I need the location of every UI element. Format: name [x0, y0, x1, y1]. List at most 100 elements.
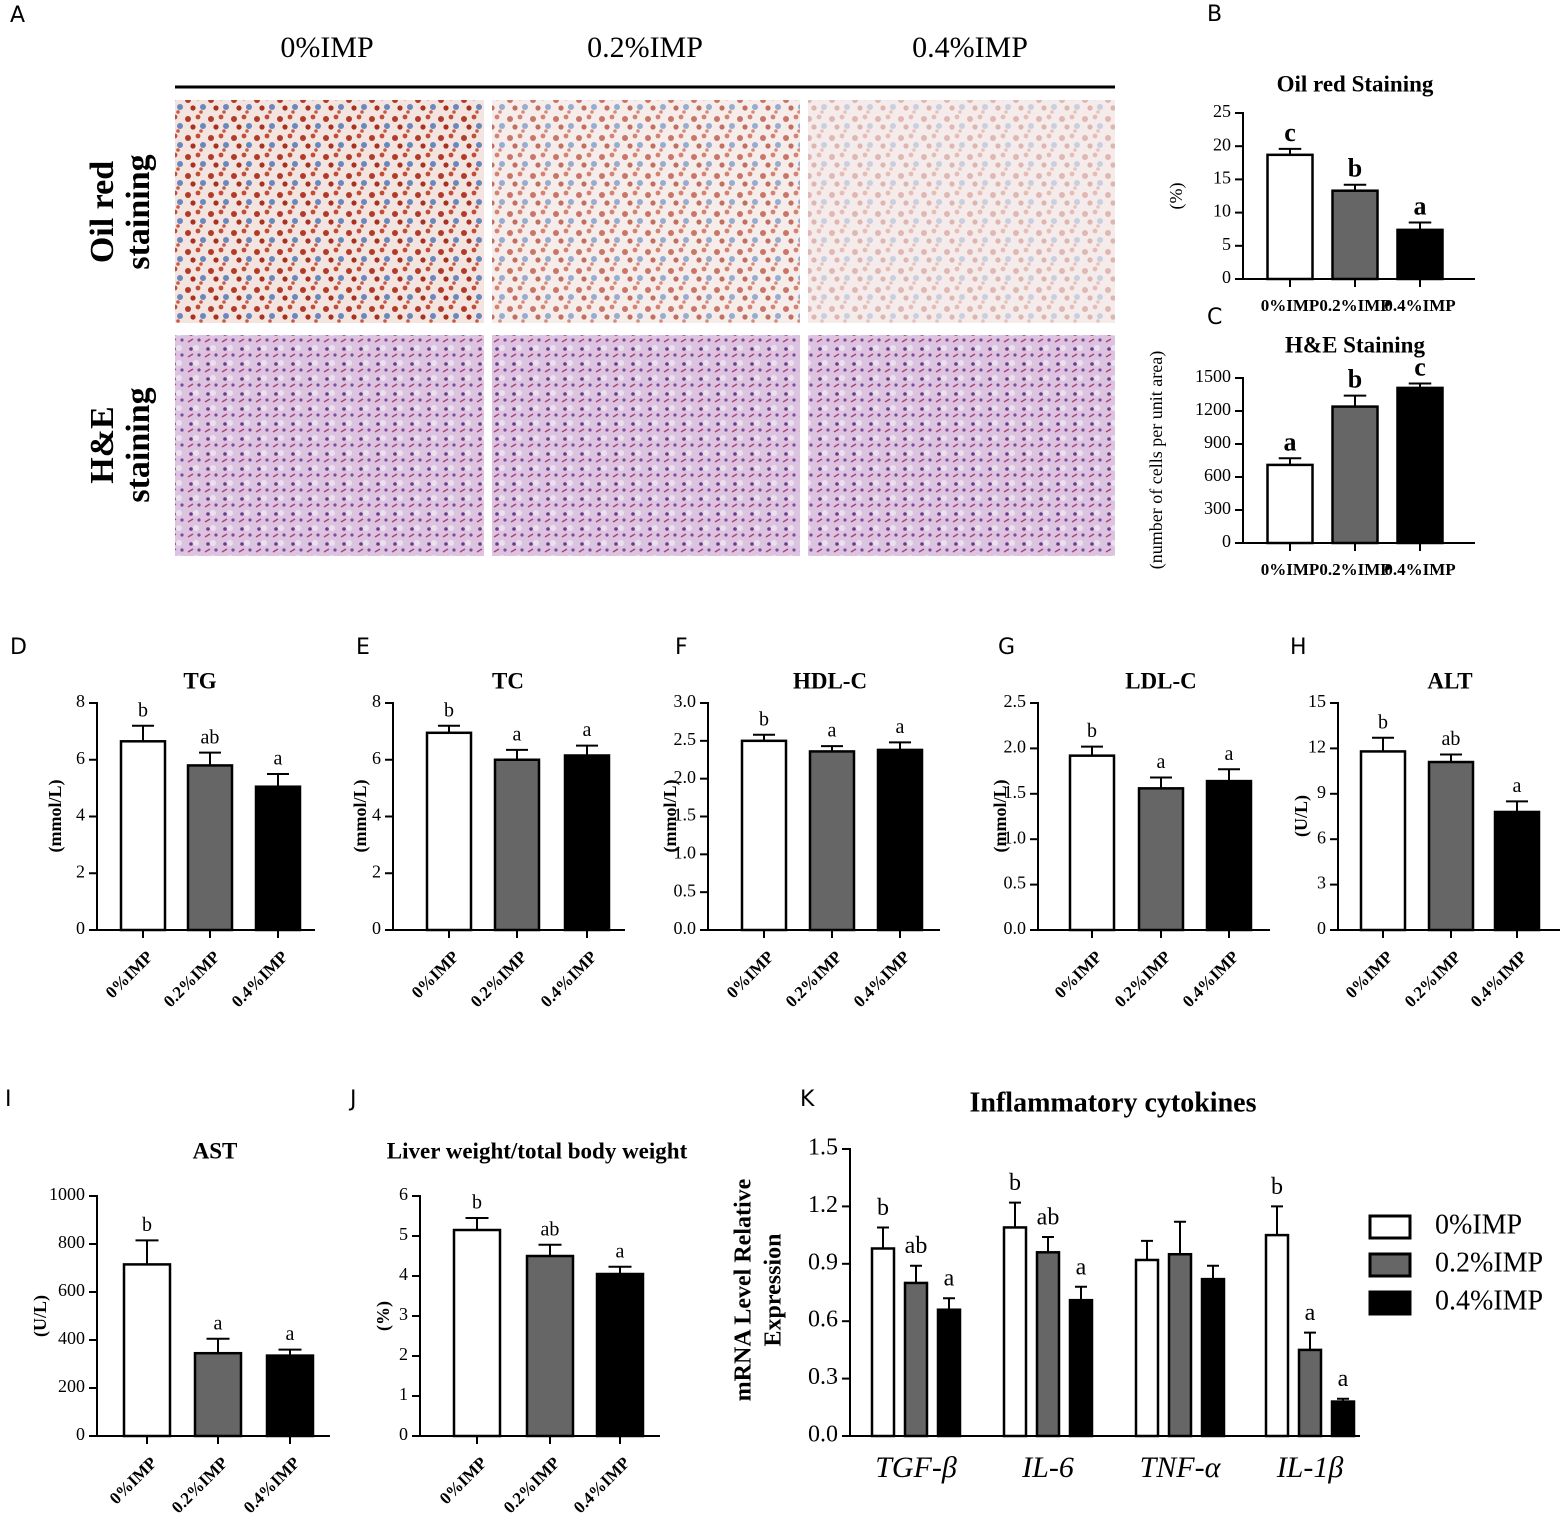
- y-tick-label: 1.5: [674, 805, 697, 825]
- bar: [265, 1354, 315, 1438]
- y-tick-label: 1200: [1195, 399, 1231, 419]
- row-label: Oil red staining: [84, 154, 157, 269]
- bar: [1330, 1400, 1356, 1438]
- error-bar: [821, 745, 843, 752]
- y-tick-label: 0.6: [808, 1307, 838, 1333]
- x-tick-label: 0.4%IMP: [850, 947, 914, 1011]
- y-tick-label: 0.3: [808, 1364, 838, 1390]
- bar: [1359, 750, 1407, 932]
- panel-letter: H: [1290, 635, 1307, 660]
- column-heading: 0.4%IMP: [912, 31, 1028, 64]
- panel-letter: J: [348, 1087, 357, 1112]
- error-bar: [1372, 736, 1394, 752]
- y-axis-label-text: (mmol/L): [45, 780, 66, 853]
- error-bar: [1174, 1220, 1186, 1255]
- x-tick-label: 0%IMP: [102, 947, 157, 1002]
- y-tick-label: 0: [76, 1424, 85, 1444]
- error-bar: [1343, 183, 1367, 191]
- column-heading: 0.2%IMP: [587, 31, 703, 64]
- legend-swatch: [1368, 1214, 1412, 1240]
- y-tick-label: 1.2: [808, 1192, 838, 1218]
- x-tick-label: 0.2%IMP: [782, 947, 846, 1011]
- bar: [1297, 1348, 1323, 1438]
- error-bar: [753, 733, 775, 741]
- x-tick-label: 0.4%IMP: [228, 947, 292, 1011]
- y-tick-label: 0: [1222, 531, 1231, 551]
- y-tick-label: 1.5: [808, 1135, 838, 1161]
- significance-label: a: [1157, 751, 1166, 773]
- error-bar: [943, 1297, 955, 1310]
- y-axis-label-text: (mmol/L): [990, 780, 1011, 853]
- error-bar: [1506, 800, 1528, 812]
- legend-swatch: [1368, 1290, 1412, 1316]
- significance-label: b: [1271, 1174, 1283, 1200]
- chart-title: TC: [492, 668, 524, 693]
- significance-label: c: [1414, 352, 1426, 381]
- y-tick-label: 0.0: [1004, 918, 1027, 938]
- significance-label: a: [214, 1312, 223, 1334]
- x-tick-label: 0.2%IMP: [160, 947, 224, 1011]
- x-tick-label: 0.4%IMP: [537, 947, 601, 1011]
- error-bar: [1440, 753, 1462, 763]
- error-bar: [1337, 1397, 1349, 1402]
- bar: [1200, 1277, 1226, 1438]
- y-tick-label: 0: [1222, 267, 1231, 287]
- x-tick-label: IL-1β: [1276, 1451, 1344, 1484]
- legend-label: 0%IMP: [1435, 1209, 1522, 1240]
- error-bar: [1042, 1236, 1054, 1253]
- y-tick-label: 0.5: [1004, 873, 1027, 893]
- error-bar: [1304, 1331, 1316, 1350]
- y-tick-label: 12: [1308, 737, 1326, 757]
- legend-swatch: [1368, 1252, 1412, 1278]
- y-tick-label: 0.9: [808, 1249, 838, 1275]
- micrograph: [492, 335, 800, 556]
- y-axis-label: (U/L): [1291, 795, 1312, 837]
- significance-label: a: [286, 1323, 295, 1345]
- significance-label: b: [142, 1214, 152, 1236]
- significance-label: a: [1414, 192, 1427, 221]
- micrograph-tint: [492, 100, 800, 323]
- bar: [1167, 1252, 1193, 1438]
- x-tick-label: 0.4%IMP: [1467, 947, 1531, 1011]
- error-bar: [438, 724, 460, 733]
- x-tick-label: 0%IMP: [1261, 296, 1320, 315]
- y-axis-label-text: (number of cells per unit area): [1146, 351, 1167, 569]
- column-heading: 0%IMP: [280, 31, 373, 64]
- significance-label: b: [1378, 711, 1388, 733]
- x-tick-label: 0%IMP: [1342, 947, 1397, 1002]
- bar: [808, 750, 856, 932]
- micrograph-tint: [808, 100, 1115, 323]
- error-bar: [1150, 776, 1172, 789]
- significance-label: a: [1305, 1300, 1316, 1326]
- micrograph: [492, 100, 800, 323]
- significance-label: a: [944, 1266, 955, 1292]
- significance-label: b: [444, 699, 454, 721]
- error-bar: [608, 1265, 632, 1274]
- chart-title: TG: [183, 668, 216, 693]
- bar: [1266, 463, 1314, 545]
- significance-label: a: [1513, 775, 1522, 797]
- bar: [876, 748, 924, 932]
- x-tick-label: 0.4%IMP: [240, 1453, 304, 1517]
- y-tick-label: 3: [1317, 873, 1326, 893]
- y-tick-label: 800: [58, 1232, 85, 1252]
- significance-label: b: [1087, 720, 1097, 742]
- bar: [1396, 228, 1444, 281]
- error-bar: [506, 748, 528, 760]
- y-tick-label: 4: [399, 1264, 408, 1284]
- bar: [425, 731, 473, 932]
- bar: [254, 785, 302, 932]
- panel-letter: I: [5, 1087, 12, 1112]
- error-bar: [538, 1243, 562, 1256]
- bar: [1427, 760, 1475, 932]
- significance-label: a: [1225, 743, 1234, 765]
- significance-label: ab: [905, 1233, 928, 1259]
- x-tick-label: 0.2%IMP: [467, 947, 531, 1011]
- y-tick-label: 2.0: [1004, 737, 1027, 757]
- x-tick-label: 0.2%IMP: [1319, 296, 1390, 315]
- error-bar: [1278, 457, 1302, 465]
- significance-label: a: [896, 716, 905, 738]
- x-tick-label: 0.2%IMP: [168, 1453, 232, 1517]
- y-axis-label-text: (mmol/L): [350, 780, 371, 853]
